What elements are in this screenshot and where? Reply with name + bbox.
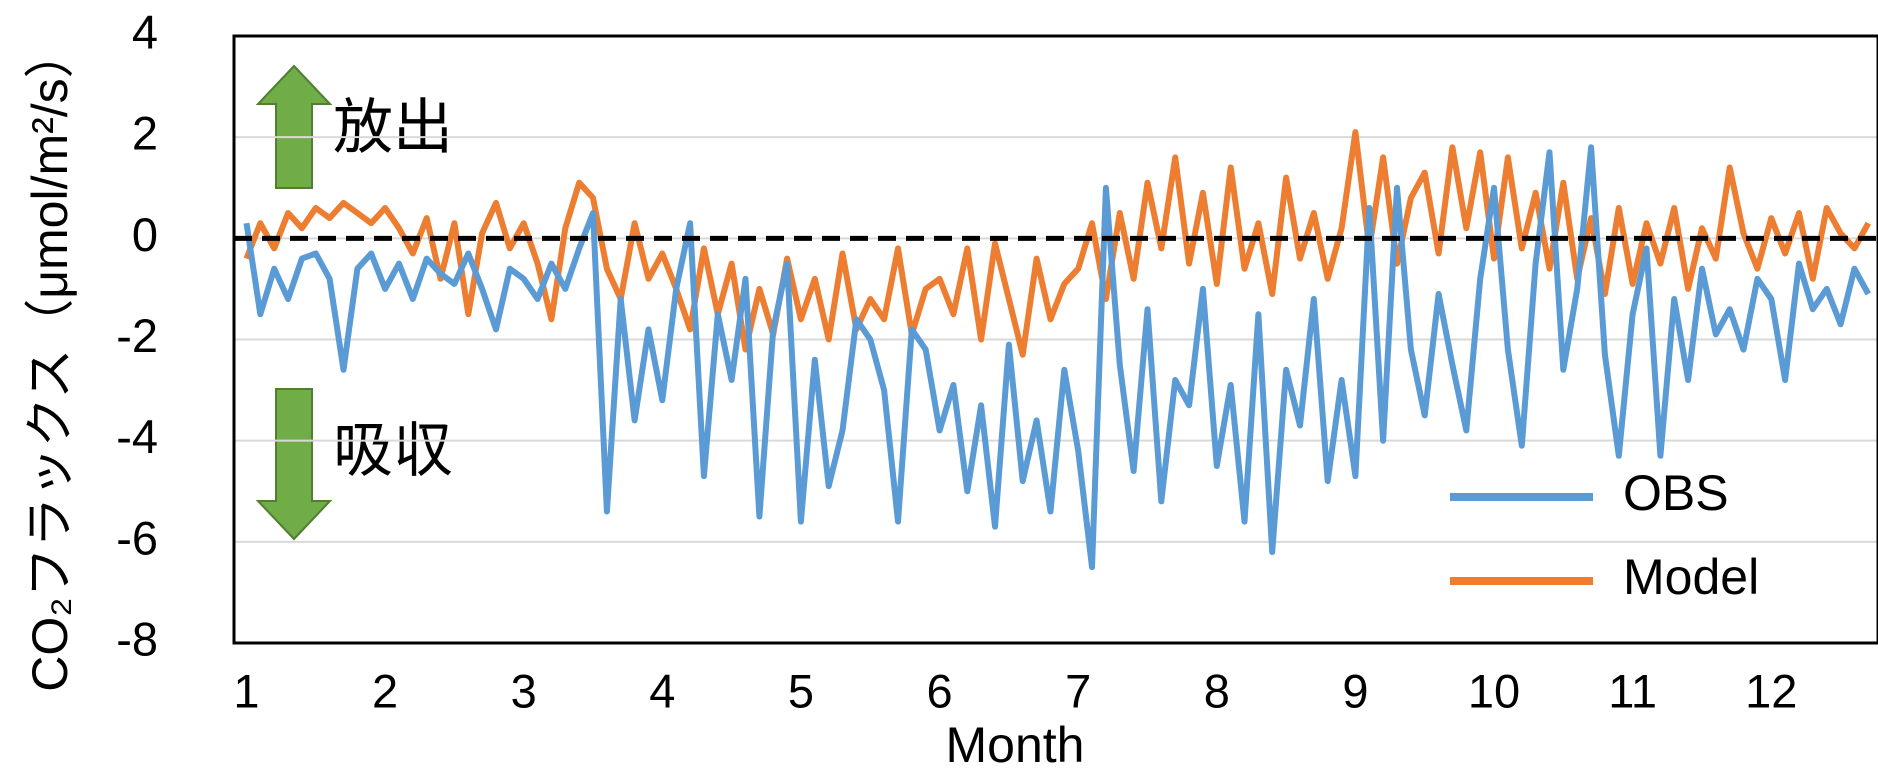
y-tick-label: 0 — [132, 208, 158, 261]
legend-label: Model — [1623, 549, 1759, 605]
x-tick-label: 5 — [788, 664, 814, 717]
x-tick-label: 4 — [649, 664, 675, 717]
annotation: 吸収 — [333, 417, 453, 484]
y-tick-label: -4 — [116, 410, 158, 463]
x-tick-label: 6 — [926, 664, 952, 717]
absorption-arrow — [255, 388, 333, 541]
y-tick-label: 4 — [132, 5, 158, 58]
annotation: 放出 — [333, 94, 453, 161]
x-tick-label: 2 — [372, 664, 398, 717]
x-tick-label: 7 — [1065, 664, 1091, 717]
plot-frame — [232, 34, 1878, 645]
x-axis-label: Month — [946, 717, 1085, 773]
data-line — [243, 144, 1871, 571]
x-tick-label: 10 — [1468, 664, 1520, 717]
down-arrow — [255, 388, 333, 541]
legend-label: OBS — [1623, 465, 1729, 521]
y-tick-label: -8 — [116, 612, 158, 665]
x-tick-label: 11 — [1608, 664, 1657, 717]
up-arrow — [255, 64, 333, 189]
y-tick-label: 2 — [132, 107, 158, 160]
x-tick-label: 12 — [1745, 664, 1797, 717]
y-axis-label: CO₂フラックス（μmol/m²/s） — [22, 28, 78, 691]
y-tick-label: -6 — [116, 511, 158, 564]
emission-arrow — [255, 64, 333, 189]
x-tick-label: 8 — [1204, 664, 1230, 717]
x-tick-label: 9 — [1342, 664, 1368, 717]
y-tick-label: -2 — [116, 309, 158, 362]
data-line — [243, 129, 1871, 358]
x-tick-label: 1 — [233, 664, 259, 717]
x-tick-label: 3 — [511, 664, 537, 717]
